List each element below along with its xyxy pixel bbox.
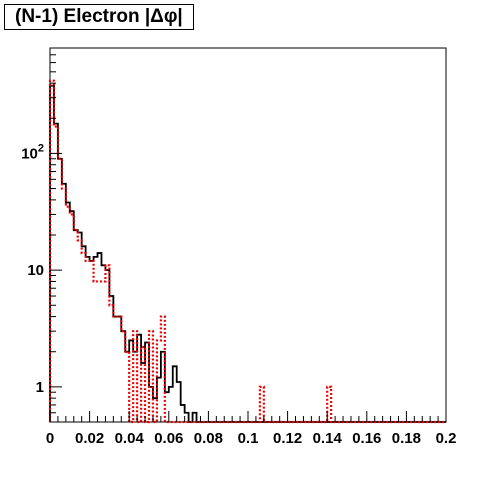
x-tick-label: 0.12 [273, 430, 302, 447]
y-tick-label: 10 [27, 262, 44, 279]
y-tick-exponent: 2 [38, 142, 44, 154]
series-dashed-line [48, 79, 446, 424]
x-tick-label: 0.2 [436, 430, 457, 447]
y-tick-label: 1 [36, 379, 44, 396]
y-axis: 1 10 102 [21, 47, 62, 423]
chart-title: (N-1) Electron |Δφ| [4, 4, 194, 30]
plot-frame [49, 47, 447, 423]
x-tick-label: 0.04 [115, 430, 145, 447]
x-tick-label: 0.18 [392, 430, 421, 447]
x-tick-label: 0 [46, 430, 54, 447]
x-tick-label: 0.08 [194, 430, 223, 447]
y-tick-label: 102 [21, 142, 44, 162]
x-tick-label: 0.14 [313, 430, 343, 447]
x-axis: 0 0.02 0.04 0.06 0.08 0.1 0.12 0.14 0.16 0.18 0.2 [46, 411, 457, 447]
x-tick-label: 0.02 [75, 430, 104, 447]
series-solid-line [49, 84, 446, 423]
x-tick-label: 0.06 [154, 430, 183, 447]
x-tick-label: 0.16 [352, 430, 381, 447]
series-layer [48, 79, 446, 424]
x-tick-label: 0.1 [238, 430, 259, 447]
